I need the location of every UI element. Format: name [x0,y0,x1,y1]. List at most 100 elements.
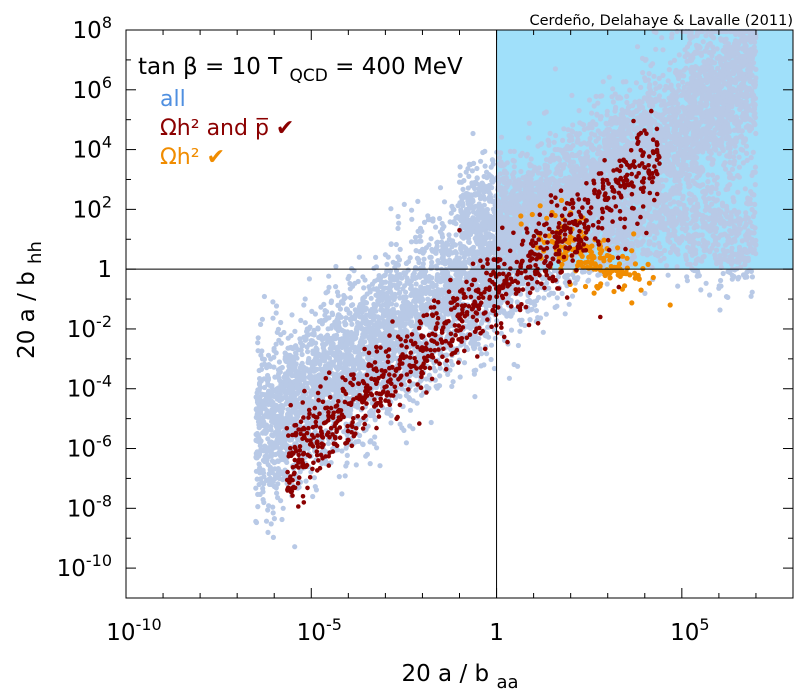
data-point-all [493,193,499,199]
data-point-all [409,216,415,222]
scatter-points-layer [253,28,759,550]
data-point-all [460,186,466,192]
data-point-all [710,138,716,144]
data-point-all [255,335,261,341]
data-point-all [412,234,419,240]
data-point-all [488,356,494,363]
data-point-all [651,73,657,79]
data-point-all [356,254,362,260]
data-point-all [265,372,271,379]
data-point-all [662,102,668,108]
data-point-all [458,342,464,348]
data-point-all [511,164,517,170]
data-point-all [651,90,657,96]
data-point-all [743,143,750,149]
data-point-all [683,256,690,263]
data-point-all [543,311,549,317]
data-point-all [612,108,618,114]
data-point-all [688,192,695,198]
data-point-all [339,491,345,497]
data-point-all [569,92,575,98]
data-point-all [562,311,568,317]
data-point-all [470,130,476,137]
data-point-all [453,232,459,238]
data-point-all [744,157,750,163]
data-point-all [546,142,552,148]
data-point-all [489,178,495,184]
data-point-all [597,156,603,163]
data-point-all [671,57,678,63]
data-point-all [640,70,646,76]
data-point-all [342,473,348,479]
data-point-all [484,206,490,213]
data-point-all [474,165,480,172]
data-point-all [662,247,668,254]
data-point-all [703,280,709,286]
data-point-all [270,510,276,516]
data-point-all [492,335,498,341]
data-point-all [744,150,750,156]
data-point-all [633,80,640,86]
data-point-all [652,235,658,241]
data-point-all [350,302,356,308]
data-point-all [445,371,451,377]
data-point-all [255,348,261,354]
data-point-all [407,407,413,413]
data-point-all [739,238,745,244]
data-point-all [472,394,478,400]
data-point-all [425,296,431,302]
data-point-all [302,296,308,302]
data-point-all [566,137,573,144]
data-point-all [743,210,749,216]
data-point-all [657,258,664,264]
data-point-all [389,301,395,307]
data-point-all [610,99,617,105]
data-point-all [437,215,443,222]
data-point-all [273,310,279,316]
data-point-all [403,289,409,295]
data-point-all [634,44,641,50]
data-point-all [587,135,593,142]
data-point-all [316,318,323,324]
data-point-all [397,246,403,252]
data-point-all [749,274,756,280]
data-point-all [275,495,281,501]
data-point-all [569,293,576,299]
data-point-all [309,308,315,314]
data-point-all [527,317,533,323]
data-point-all [325,440,332,447]
data-point-all [301,302,307,308]
data-point-all [740,147,746,153]
data-point-all [466,173,472,179]
data-point-all [393,302,399,308]
data-point-all [371,441,377,447]
data-point-all [372,417,378,423]
data-point-all [407,396,413,402]
data-point-all [303,478,309,484]
data-point-all [275,466,281,472]
data-point-all [356,438,362,444]
data-point-all [694,174,700,181]
data-point-all [510,175,516,181]
data-point-all [463,169,469,175]
data-point-all [310,493,316,500]
data-point-all [681,67,687,73]
data-point-all [326,284,332,290]
data-point-all [270,315,276,321]
data-point-all [431,365,437,371]
data-point-all [347,295,353,301]
data-point-all [263,518,270,524]
data-point-all [333,284,339,290]
data-point-all [385,254,391,260]
data-point-all [426,372,432,378]
data-point-all [638,84,644,90]
data-point-all [473,367,479,373]
data-point-all [646,241,652,247]
data-point-all [373,264,379,270]
data-point-all [491,365,497,372]
data-point-all [419,392,425,398]
data-point-all [261,376,267,382]
data-point-all [569,128,575,134]
data-point-all [560,137,566,143]
